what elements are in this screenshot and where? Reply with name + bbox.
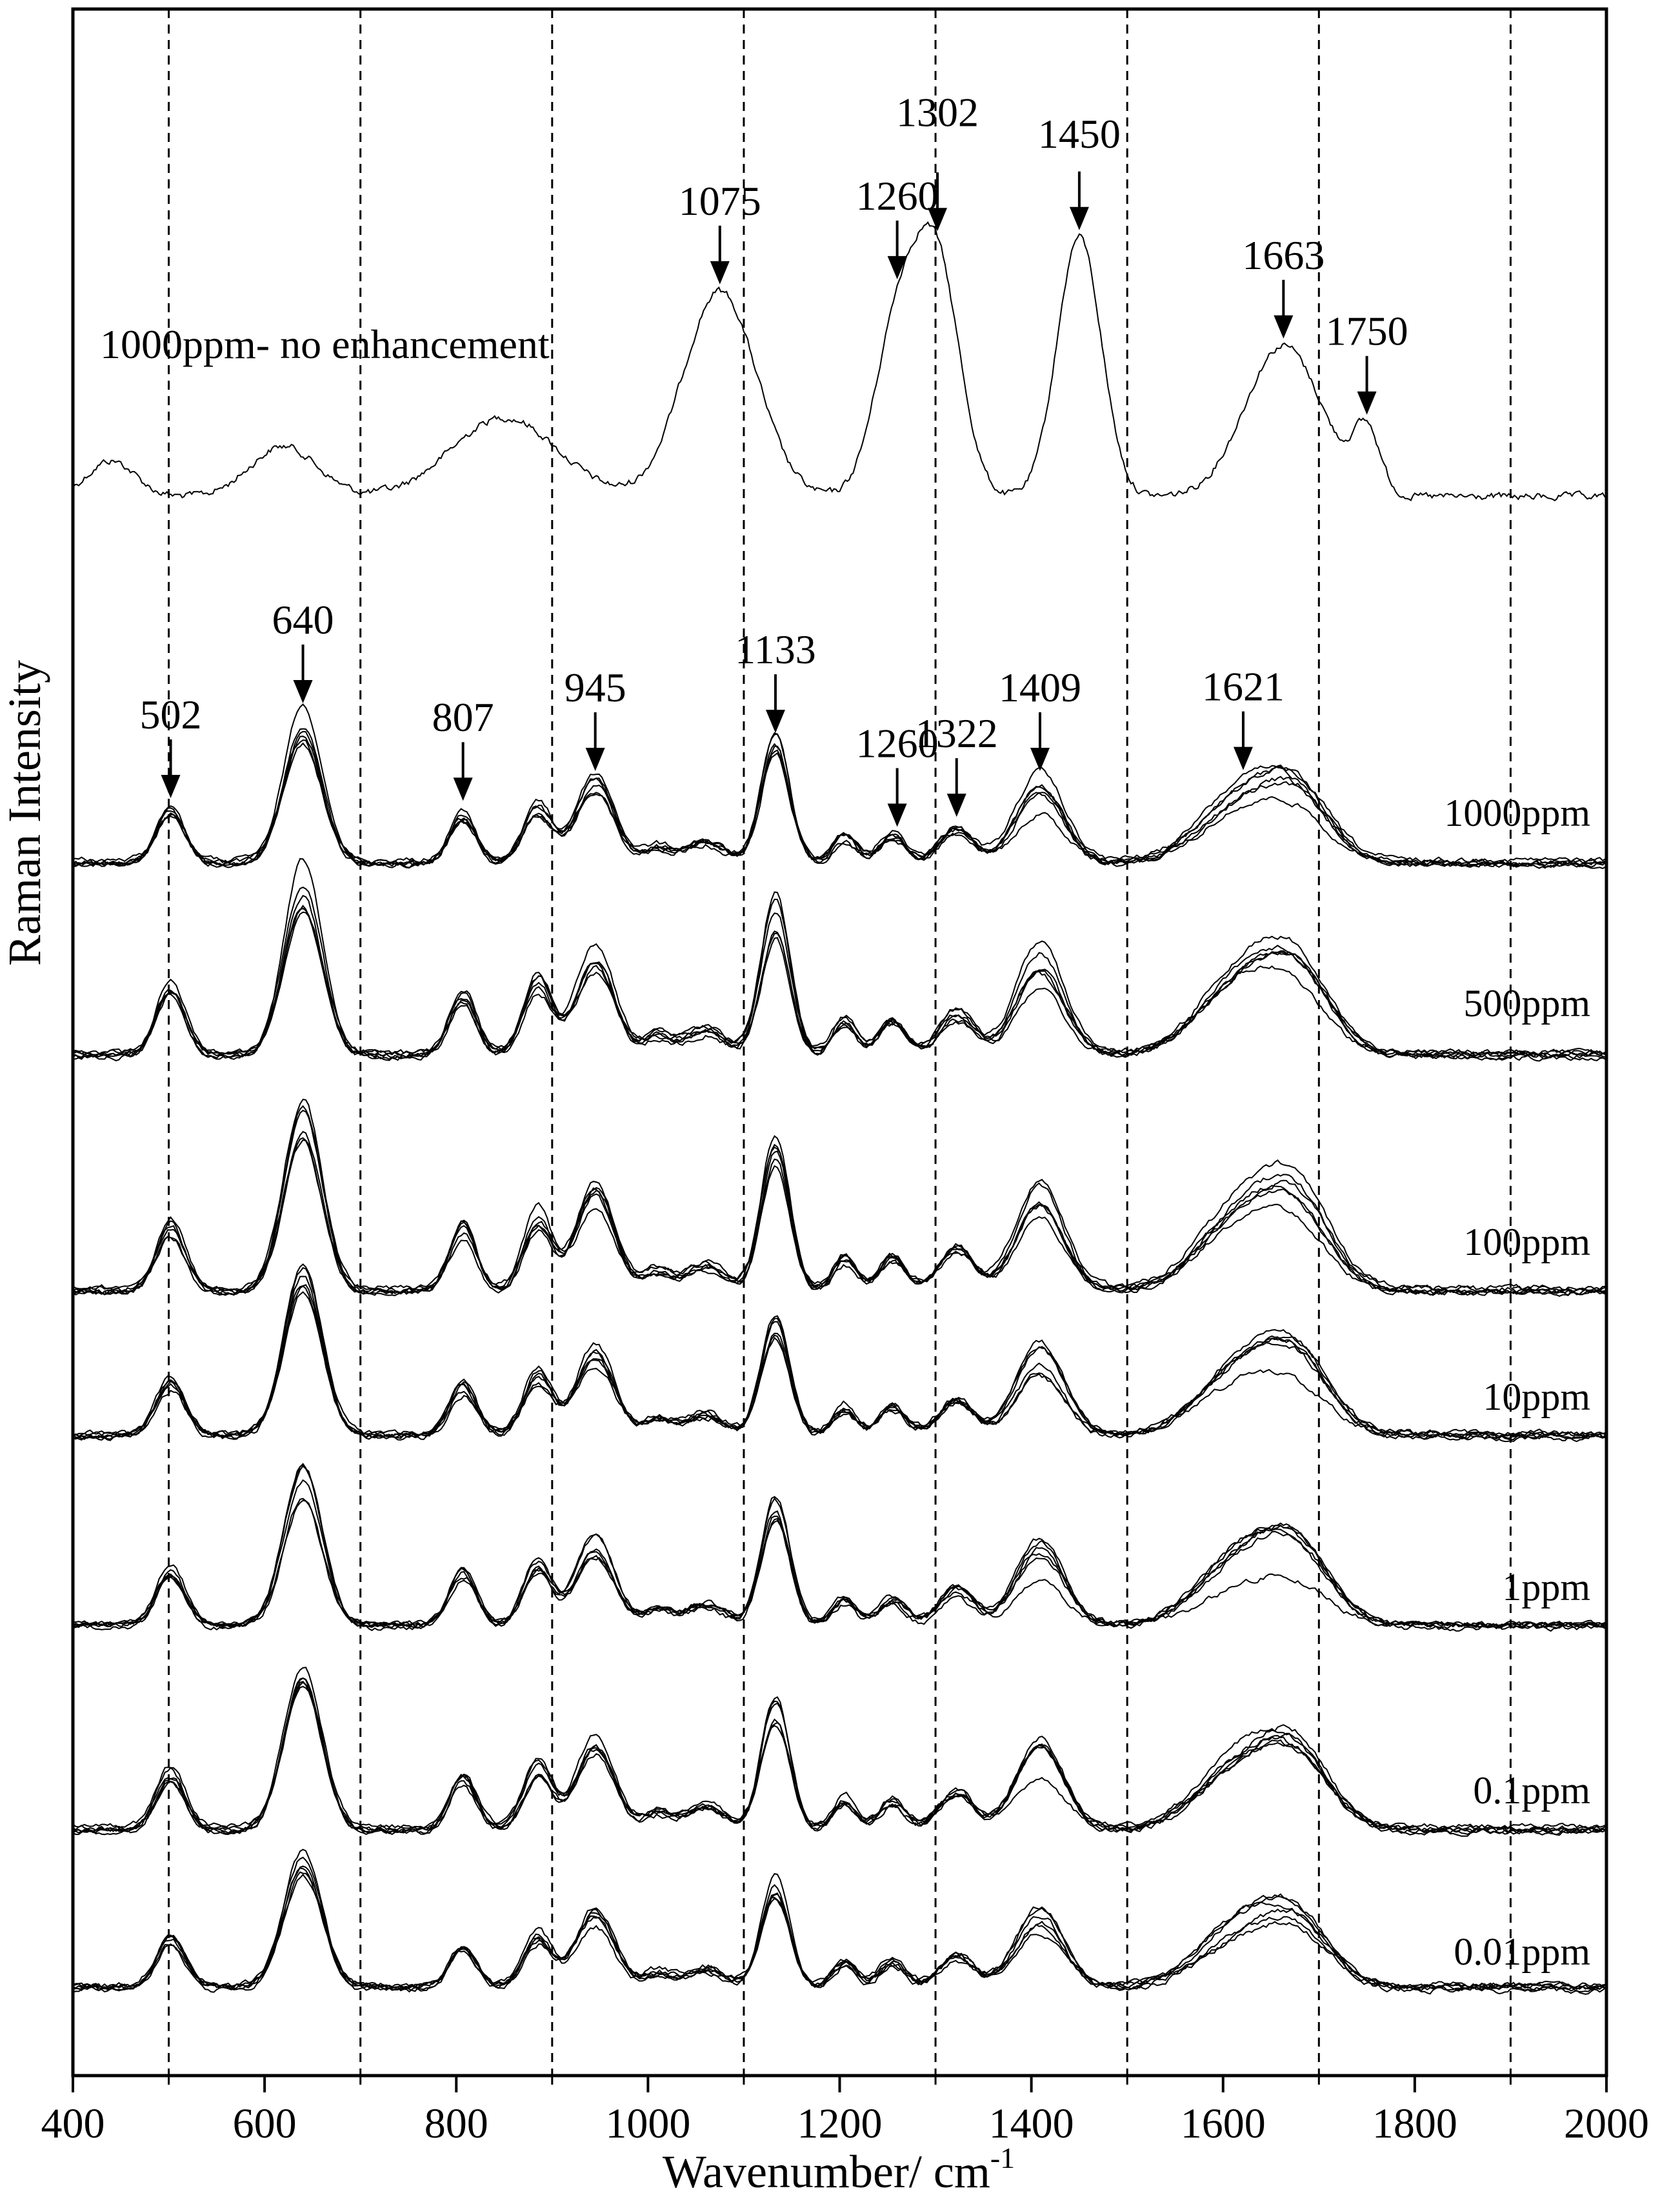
- sers-peak-1133-label: 1133: [735, 626, 816, 672]
- series-100ppm: [72, 1098, 1606, 1297]
- x-tick-label-1200: 1200: [797, 2100, 883, 2147]
- series-1ppm: [72, 1463, 1606, 1632]
- sers-peak-1260-arrow-head: [887, 803, 907, 827]
- series-label-100ppm: 100ppm: [1463, 1221, 1590, 1263]
- spectrum-0.1ppm-rep-6: [72, 1667, 1606, 1830]
- spectrum-10ppm-rep-6: [72, 1276, 1606, 1439]
- y-axis-label: Raman Intensity: [0, 660, 50, 966]
- x-tick-label-2000: 2000: [1564, 2100, 1649, 2147]
- sers-peak-502-arrow-head: [161, 775, 181, 798]
- series-0.1ppm: [72, 1667, 1606, 1837]
- top-peak-1750-arrow-head: [1357, 391, 1377, 415]
- top-peak-1450-label: 1450: [1038, 111, 1121, 157]
- x-tick-label-800: 800: [425, 2100, 488, 2147]
- sers-peak-640-label: 640: [272, 597, 334, 643]
- spectrum-1ppm-rep-2: [72, 1498, 1606, 1629]
- spectrum-10ppm-rep-4: [72, 1263, 1606, 1436]
- spectrum-10ppm-rep-2: [72, 1285, 1606, 1443]
- spectra-layer: [72, 221, 1607, 1995]
- top-peak-1663-arrow-head: [1274, 315, 1294, 339]
- x-tick-label-1800: 1800: [1372, 2100, 1457, 2147]
- series-label-0.1ppm: 0.1ppm: [1473, 1769, 1590, 1812]
- spectrum-10ppm-rep-5: [72, 1267, 1606, 1440]
- top-peak-1663-label: 1663: [1242, 232, 1325, 278]
- axes-layer: 400 600 800 1000 1200 1400 1600 1800 2000: [41, 7, 1649, 2147]
- top-peak-1750-label: 1750: [1326, 308, 1408, 354]
- spectrum-0.1ppm-rep-1: [72, 1685, 1606, 1833]
- spectrum-1000ppm-rep-3: [72, 728, 1606, 870]
- spectrum-1ppm-rep-6: [72, 1463, 1606, 1629]
- series-label-1000ppm: 1000ppm: [1444, 792, 1590, 834]
- spectrum-500ppm-rep-4: [72, 887, 1606, 1057]
- spectrum-100ppm-rep-5: [72, 1105, 1606, 1297]
- x-axis-label-text: Wavenumber/ cm: [663, 2146, 990, 2198]
- reference-lines-layer: [168, 9, 1512, 2076]
- spectrum-0.1ppm-rep-3: [72, 1681, 1606, 1836]
- x-tick-label-600: 600: [233, 2100, 297, 2147]
- spectrum-1000ppm-rep-6: [72, 742, 1606, 868]
- x-tick-label-400: 400: [41, 2100, 105, 2147]
- sers-peak-807-label: 807: [432, 694, 494, 740]
- x-tick-label-1600: 1600: [1181, 2100, 1266, 2147]
- x-tick-label-1400: 1400: [989, 2100, 1074, 2147]
- spectrum-1ppm-rep-4: [72, 1479, 1606, 1629]
- top-peak-1075-arrow-head: [710, 261, 730, 285]
- top-peak-1260-arrow-head: [887, 255, 907, 279]
- sers-peak-1409-arrow-head: [1030, 747, 1050, 771]
- spectrum-1000ppm-rep-1: [72, 739, 1606, 865]
- spectrum-1000ppm-rep-4: [72, 730, 1606, 869]
- spectrum-0.1ppm-rep-4: [72, 1681, 1606, 1836]
- sers-peak-1322-label: 1322: [915, 710, 998, 756]
- top-peak-1302-arrow-head: [928, 208, 948, 232]
- top-peak-1302-label: 1302: [896, 89, 979, 135]
- spectrum-0.01ppm-rep-6: [72, 1874, 1606, 1990]
- top-spectrum-label: 1000ppm- no enhancement: [100, 321, 550, 367]
- sers-peak-1260-label: 1260: [856, 720, 939, 766]
- spectrum-0.1ppm-rep-2: [72, 1677, 1606, 1836]
- series-1000ppm: [72, 703, 1606, 870]
- sers-peak-1133-arrow-head: [765, 710, 785, 734]
- spectrum-0.1ppm-rep-5: [72, 1677, 1606, 1837]
- sers-peak-640-arrow-head: [293, 680, 313, 703]
- sers-peak-807-arrow-head: [453, 777, 473, 801]
- sers-peak-1409-label: 1409: [999, 665, 1081, 710]
- spectrum-500ppm-rep-5: [72, 911, 1606, 1059]
- sers-peak-1322-arrow-head: [946, 794, 966, 817]
- sers-peak-502-label: 502: [140, 692, 202, 737]
- spectrum-100ppm-rep-2: [72, 1130, 1606, 1293]
- series-500ppm: [72, 857, 1606, 1062]
- spectrum-1ppm-rep-5: [72, 1499, 1606, 1632]
- series-labels-layer: 1000ppm- no enhancement 1000ppm 500ppm 100p…: [100, 321, 1590, 1973]
- sers-peak-945-arrow-head: [585, 747, 605, 771]
- x-axis-label: Wavenumber/ cm-1: [663, 2141, 1015, 2198]
- x-axis-label-superscript: -1: [990, 2141, 1015, 2174]
- spectrum-0.01ppm-rep-5: [72, 1871, 1606, 1990]
- spectrum-0.01ppm-rep-4: [72, 1865, 1606, 1995]
- sers-peak-1621-label: 1621: [1202, 664, 1285, 710]
- sers-peak-945-label: 945: [565, 665, 626, 710]
- spectrum-100ppm-rep-6: [72, 1137, 1606, 1296]
- spectrum-500ppm-rep-2: [72, 894, 1606, 1061]
- series-label-0.01ppm: 0.01ppm: [1454, 1930, 1590, 1973]
- top-peak-1075-label: 1075: [679, 178, 761, 224]
- spectrum-10ppm-rep-3: [72, 1291, 1606, 1441]
- sers-peak-1621-arrow-head: [1233, 746, 1253, 770]
- spectrum-1000ppm-rep-5: [72, 732, 1606, 867]
- spectrum-no-enhancement: [72, 221, 1607, 502]
- series-label-10ppm: 10ppm: [1483, 1376, 1590, 1418]
- series-10ppm: [72, 1263, 1606, 1443]
- top-peak-1450-arrow-head: [1069, 206, 1089, 230]
- series-label-500ppm: 500ppm: [1463, 982, 1590, 1025]
- series-label-1ppm: 1ppm: [1502, 1566, 1590, 1608]
- spectrum-100ppm-rep-3: [72, 1135, 1606, 1296]
- spectrum-500ppm-rep-6: [72, 905, 1606, 1059]
- series-0.01ppm: [72, 1848, 1606, 1995]
- top-peak-1260-label: 1260: [856, 173, 939, 219]
- x-tick-label-1000: 1000: [605, 2100, 690, 2147]
- spectrum-500ppm-rep-1: [72, 907, 1606, 1056]
